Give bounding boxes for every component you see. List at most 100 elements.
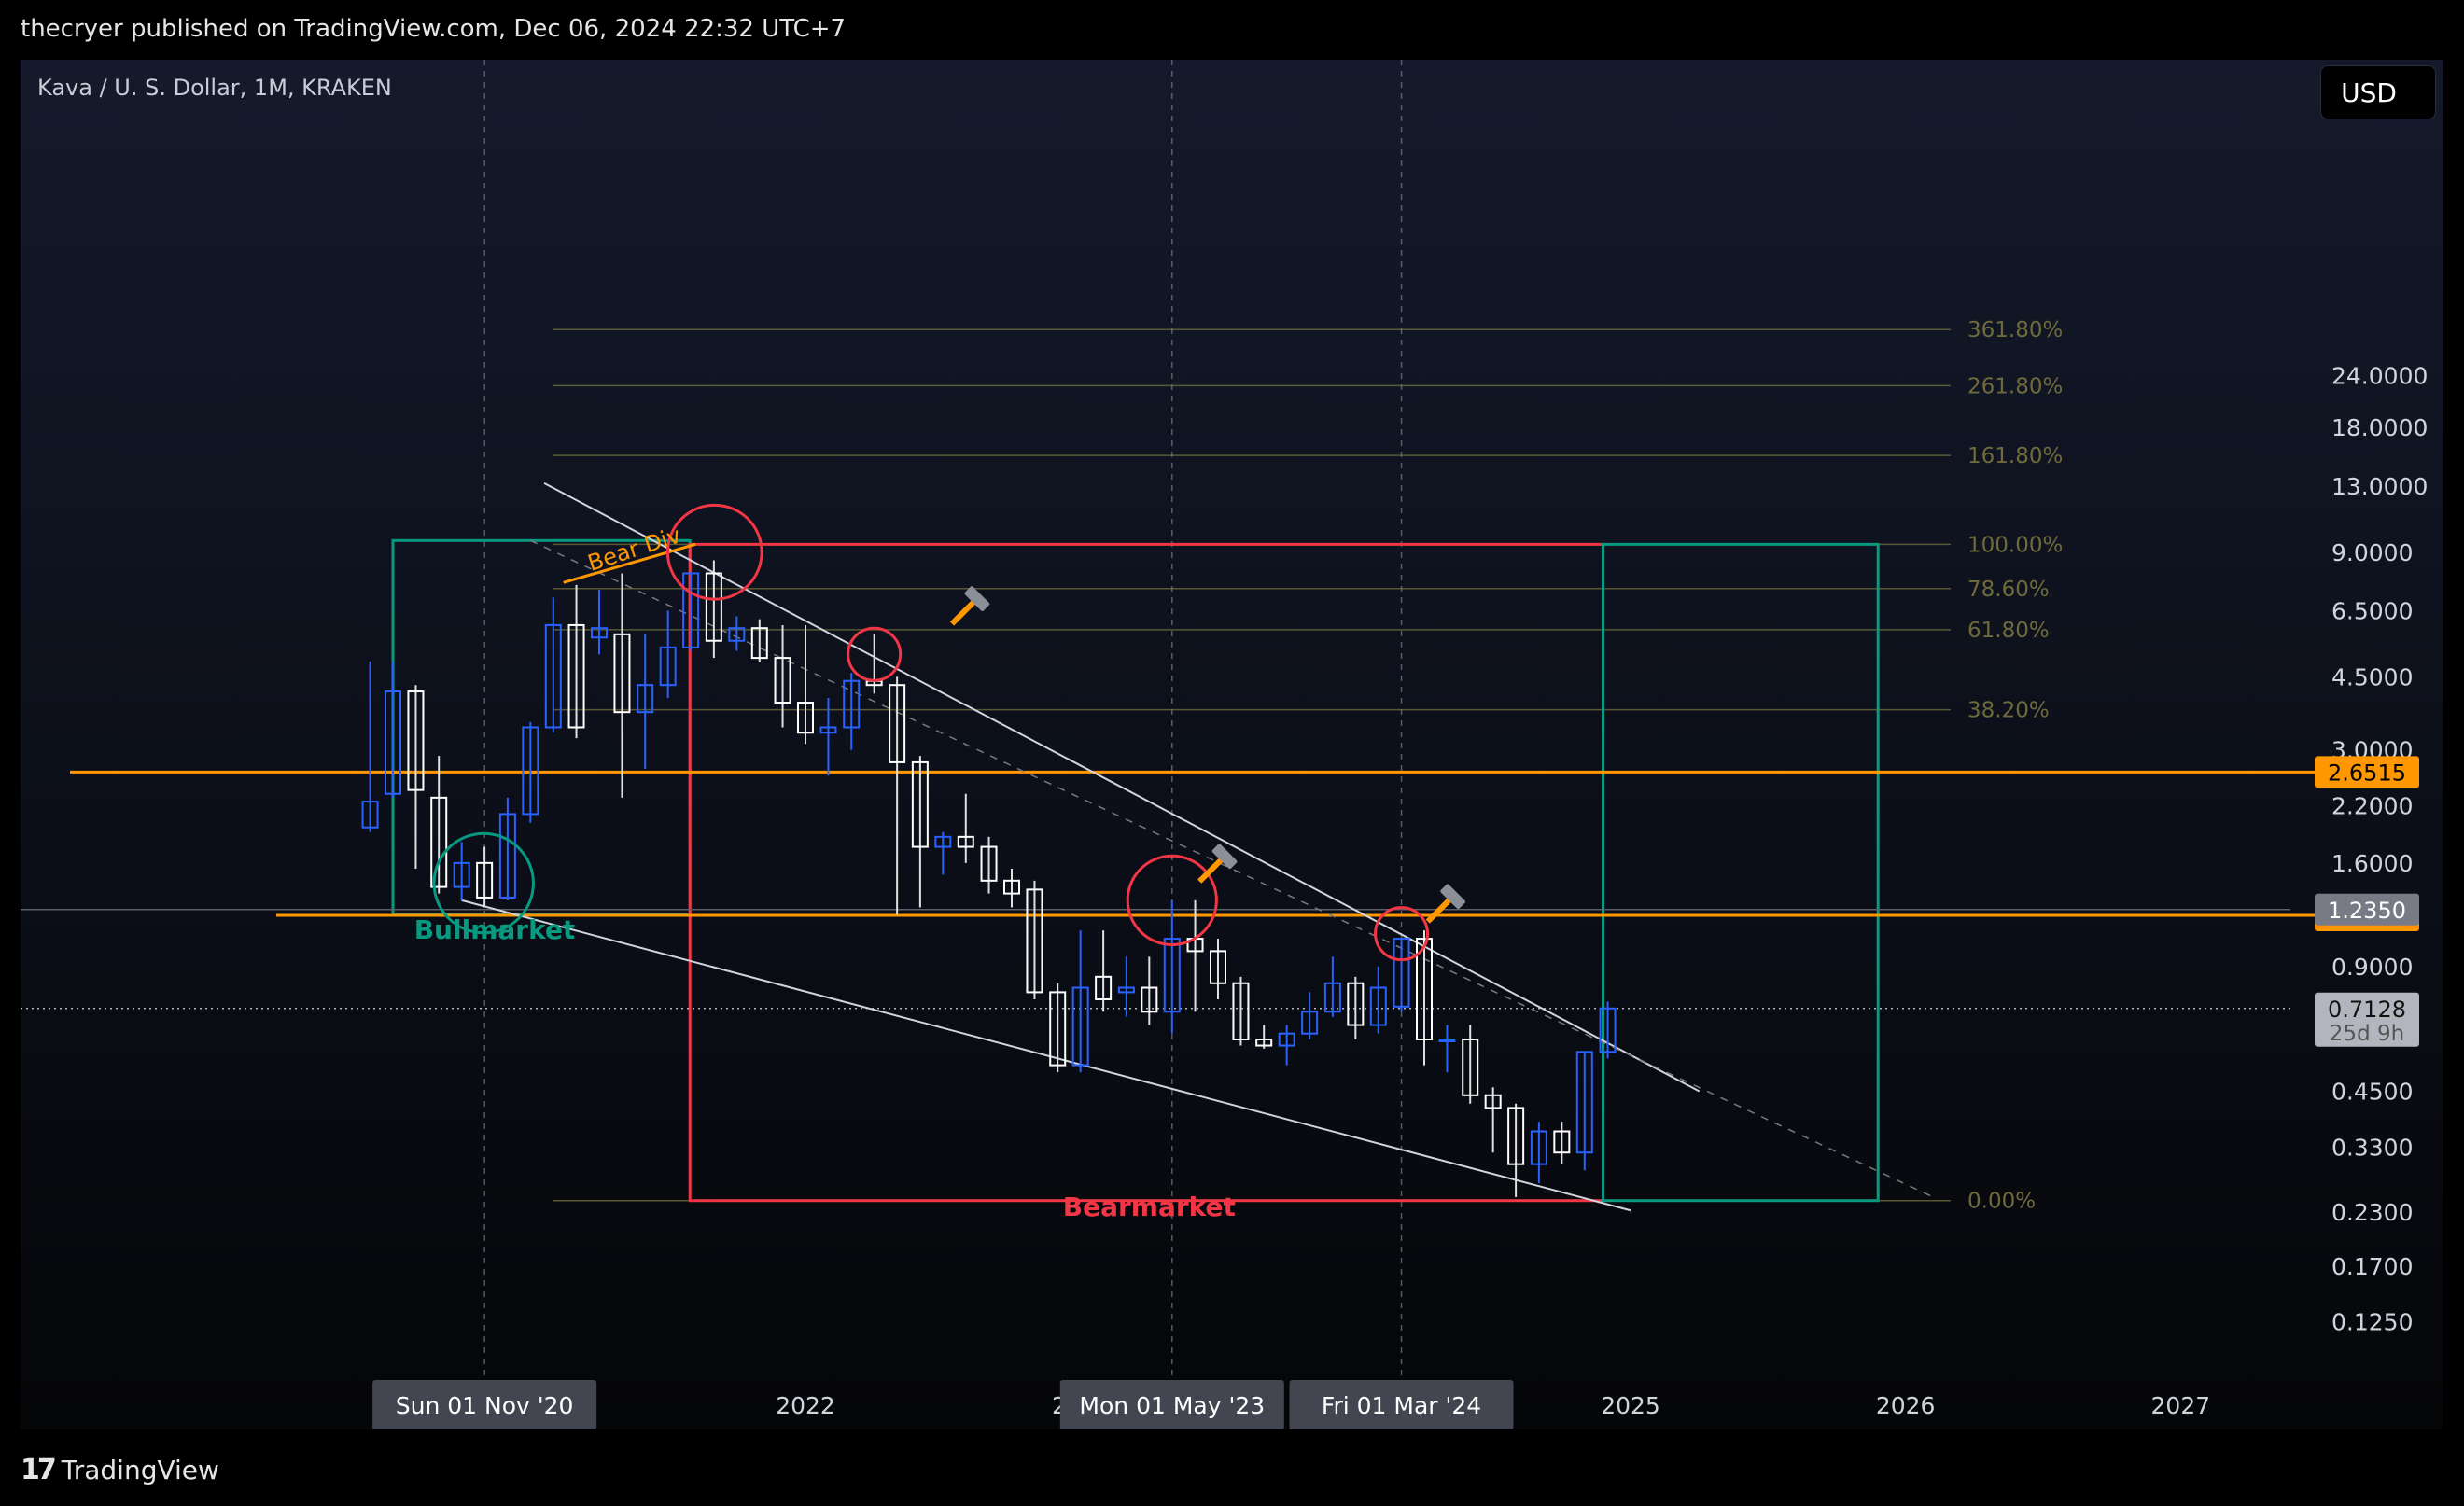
price-tick-label: 4.5000 xyxy=(2331,663,2413,690)
price-tick-label: 18.0000 xyxy=(2331,414,2428,441)
candle-body xyxy=(1301,1011,1319,1035)
candle-body xyxy=(361,801,379,829)
hammer-icon xyxy=(1197,844,1238,884)
candle-body xyxy=(1438,1038,1456,1042)
fib-level-label: 61.80% xyxy=(1967,619,2050,643)
candle-body xyxy=(1095,975,1113,1000)
candle-body xyxy=(613,633,631,714)
time-tick-label: 2026 xyxy=(1876,1392,1936,1419)
hammer-handle xyxy=(1197,857,1225,884)
candle-body xyxy=(1071,986,1089,1067)
candle-body xyxy=(522,726,539,816)
chart-area[interactable]: 361.80% 261.80% 161.80% 100.00% 78.60% 61.80%… xyxy=(21,60,2443,1429)
bear-div-line xyxy=(563,542,696,584)
price-tick-label: 0.2300 xyxy=(2331,1199,2413,1226)
candle-body xyxy=(1163,938,1181,1013)
price-tick-label: 1.6000 xyxy=(2331,850,2413,877)
candle-body xyxy=(1553,1130,1571,1154)
bear-circle-marker xyxy=(1126,854,1218,946)
candle-body xyxy=(682,572,700,648)
hammer-icon xyxy=(1425,884,1465,924)
hammer-handle xyxy=(949,599,977,626)
crosshair-date-label: Sun 01 Nov '20 xyxy=(396,1392,574,1419)
candle-body xyxy=(659,646,677,687)
crosshair-date-badge xyxy=(372,1380,597,1429)
price-tick-label: 0.1250 xyxy=(2331,1309,2413,1336)
candle-body xyxy=(797,702,814,734)
candle-body xyxy=(1599,1007,1617,1053)
fib-level-label: 161.80% xyxy=(1967,444,2063,468)
fib-level-label: 261.80% xyxy=(1967,374,2063,398)
hammer-handle xyxy=(1425,897,1452,924)
candle-body xyxy=(1278,1032,1295,1047)
tradingview-logo[interactable]: 17 TradingView xyxy=(21,1454,219,1486)
candle-body xyxy=(750,627,768,660)
price-tick-label: 0.1700 xyxy=(2331,1253,2413,1280)
currency-button[interactable]: USD xyxy=(2320,65,2436,119)
bullmarket-label: Bullmarket xyxy=(414,914,576,945)
candle-body xyxy=(1117,986,1135,994)
price-badge-bg xyxy=(2315,992,2419,1047)
candle-body xyxy=(980,845,998,882)
candle-body xyxy=(407,690,425,791)
price-tick-label: 24.0000 xyxy=(2331,363,2428,390)
candle-body xyxy=(774,657,791,704)
bear-box xyxy=(688,542,1605,1203)
price-tick-label: 0.4500 xyxy=(2331,1078,2413,1105)
candle-body xyxy=(911,760,929,848)
candle-body xyxy=(453,861,470,888)
level-price-badge-bg xyxy=(2315,756,2419,788)
time-tick-label: 2022 xyxy=(776,1392,835,1419)
crosshair-date-badge xyxy=(1289,1380,1514,1429)
bearmarket-label: Bearmarket xyxy=(1063,1192,1236,1222)
candle-body xyxy=(1416,938,1433,1040)
candle-body xyxy=(843,679,861,729)
price-badge: 0.7128 xyxy=(2328,997,2406,1023)
candle-body xyxy=(1323,982,1341,1013)
publisher-info: thecryer published on TradingView.com, D… xyxy=(21,15,847,43)
price-badge-countdown: 25d 9h xyxy=(2330,1022,2404,1046)
candle-body xyxy=(1255,1038,1273,1047)
candle-body xyxy=(1462,1038,1479,1096)
price-tick-label: 2.2000 xyxy=(2331,792,2413,819)
price-tick-label: 13.0000 xyxy=(2331,473,2428,500)
candle-body xyxy=(476,861,494,899)
bull-circle-marker xyxy=(432,831,535,935)
candle-body xyxy=(1369,986,1387,1026)
trend-line xyxy=(461,899,1631,1212)
candle-body xyxy=(934,835,952,848)
candle-body xyxy=(1232,982,1250,1040)
candle-body xyxy=(567,623,585,729)
candle-body xyxy=(1484,1094,1502,1109)
time-tick-label: 2027 xyxy=(2151,1392,2211,1419)
fib-level-label: 0.00% xyxy=(1967,1190,2036,1214)
header-bar: thecryer published on TradingView.com, D… xyxy=(0,0,2464,60)
hammer-icon xyxy=(949,586,990,626)
candle-body xyxy=(1141,986,1158,1013)
price-tick-label: 9.0000 xyxy=(2331,539,2413,566)
price-badge-bg xyxy=(2315,893,2419,926)
target-box xyxy=(1602,542,1880,1203)
candle-body xyxy=(591,627,608,639)
trend-line xyxy=(543,482,1701,1093)
candle-body xyxy=(1575,1051,1593,1154)
bear-circle-marker xyxy=(1374,906,1430,962)
fib-level-label: 100.00% xyxy=(1967,533,2063,557)
tradingview-logo-icon: 17 xyxy=(21,1454,57,1486)
level-price-badge: 2.6515 xyxy=(2328,760,2406,786)
candle-body xyxy=(1393,938,1410,1008)
price-tick-label: 6.5000 xyxy=(2331,598,2413,625)
fib-level-label: 38.20% xyxy=(1967,699,2050,723)
crosshair-date-badge xyxy=(1059,1380,1284,1429)
crosshair-date-label: Fri 01 Mar '24 xyxy=(1322,1392,1481,1419)
fib-level-label: 78.60% xyxy=(1967,578,2050,602)
candlestick-chart[interactable]: 361.80% 261.80% 161.80% 100.00% 78.60% 61.80%… xyxy=(21,60,2443,1429)
candle-body xyxy=(957,835,974,848)
candle-body xyxy=(1026,888,1043,994)
time-tick-label: 2025 xyxy=(1601,1392,1660,1419)
symbol-title: Kava / U. S. Dollar, 1M, KRAKEN xyxy=(37,75,392,101)
hammer-head xyxy=(964,586,990,611)
candle-body xyxy=(1210,950,1226,984)
fib-level-label: 361.80% xyxy=(1967,318,2063,342)
candle-body xyxy=(889,684,906,763)
